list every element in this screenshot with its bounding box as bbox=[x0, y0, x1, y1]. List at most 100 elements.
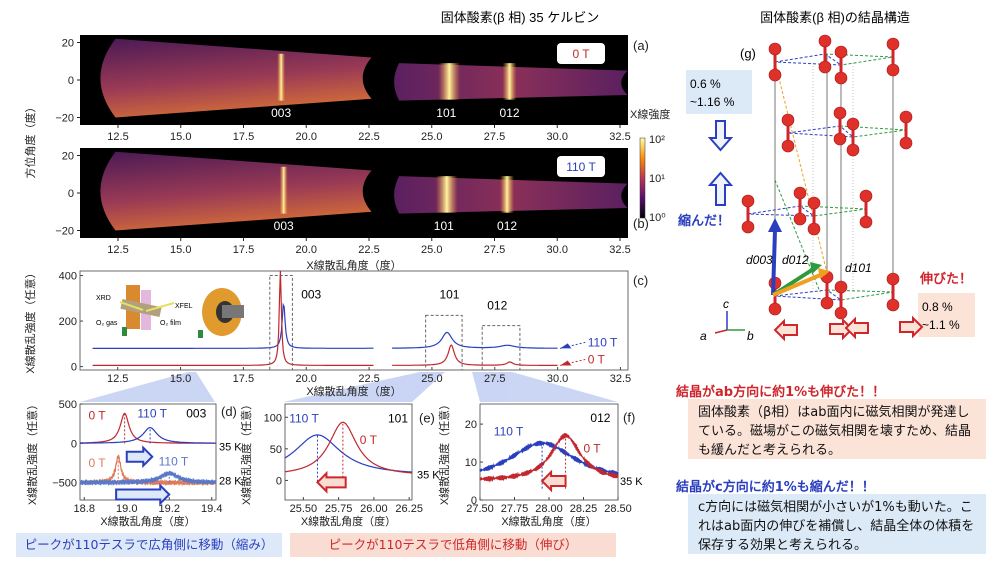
peak-label-101: 101 bbox=[434, 219, 454, 233]
x-axis-label: X線散乱角度（度） bbox=[501, 514, 596, 528]
x-tick-label: 30.0 bbox=[547, 131, 568, 143]
colorbar-tick: 10² bbox=[649, 134, 665, 146]
expand-arrow bbox=[829, 317, 854, 341]
vector-d012-head bbox=[810, 262, 822, 274]
x-tick-label: 20.0 bbox=[296, 244, 317, 256]
compress-arrow-down bbox=[707, 120, 734, 152]
oxygen-atom bbox=[768, 68, 782, 82]
colorbar: X線強度 10² 10¹ 10⁰ bbox=[630, 107, 670, 224]
x-tick-label: 22.5 bbox=[358, 244, 379, 256]
x-tick-label: 28.25 bbox=[570, 503, 598, 515]
x-tick-label: 27.5 bbox=[484, 373, 505, 385]
x-tick-label: 27.5 bbox=[484, 131, 505, 143]
legend-label: 110 T bbox=[588, 335, 618, 349]
o2-molecule bbox=[793, 186, 807, 226]
series-110T bbox=[284, 434, 413, 473]
peak-label-003: 003 bbox=[271, 106, 291, 120]
wedge-003 bbox=[80, 372, 215, 402]
x-tick-label: 32.5 bbox=[610, 373, 631, 385]
vector-d101-head bbox=[818, 268, 830, 279]
oxygen-atom bbox=[886, 37, 900, 51]
colorbar-label: X線強度 bbox=[630, 107, 670, 121]
o2-molecule bbox=[768, 42, 782, 82]
o2-molecule bbox=[886, 272, 900, 312]
temp-label-28K: 28 K bbox=[219, 475, 242, 487]
chart-e: 25.50 25.75 26.00 26.25 100 50 0 X線散乱角度（度） X線散乱強… bbox=[239, 399, 440, 528]
shift-arrow-28K bbox=[115, 483, 171, 506]
x-tick-label: 19.0 bbox=[116, 503, 137, 515]
zoom-box-003 bbox=[269, 275, 293, 371]
x-tick-label: 20.0 bbox=[296, 373, 317, 385]
lattice-plane-blue bbox=[747, 205, 816, 217]
peak-label-012: 012 bbox=[497, 219, 517, 233]
chart-d: 18.8 19.0 19.2 19.4 500 0 −500 X線散乱角度（度） X線散乱強度（… bbox=[25, 399, 242, 528]
heatmap-region-low-angle bbox=[100, 151, 372, 231]
peak-label-012: 012 bbox=[487, 299, 507, 313]
lattice-plane-blue bbox=[787, 125, 855, 138]
oxygen-atom bbox=[793, 186, 807, 200]
oxygen-atom bbox=[741, 194, 755, 208]
series-0T bbox=[92, 270, 558, 366]
chart-f: 27.50 27.75 28.00 28.25 28.50 20 10 0 X線散乱角度（度） X… bbox=[437, 399, 643, 528]
expand-arrow bbox=[899, 315, 924, 339]
stretch-box bbox=[918, 293, 975, 337]
x-tick-label: 27.50 bbox=[466, 503, 494, 515]
y-axis-label: X線散乱強度（任意） bbox=[239, 399, 253, 505]
x-tick-label: 17.5 bbox=[233, 244, 254, 256]
banner-red: ピークが110テスラで低角側に移動（伸び） bbox=[290, 533, 616, 557]
x-tick-label: 15.0 bbox=[170, 244, 191, 256]
panel-label: (a) bbox=[633, 38, 649, 53]
oxygen-atom bbox=[781, 139, 795, 153]
legend-110T-35K: 110 T bbox=[137, 406, 167, 420]
x-tick-label: 15.0 bbox=[170, 373, 191, 385]
o2-molecule bbox=[886, 37, 900, 77]
vector-d101 bbox=[772, 271, 826, 297]
peak-label-012: 012 bbox=[500, 106, 520, 120]
heatmap-panel-b: 003 101 012 110 T (b) 12.5 15.0 17.5 20.0 22.5 25.… bbox=[55, 148, 649, 256]
inset-label-xfel: XFEL bbox=[175, 303, 193, 310]
right-title: 固体酸素(β 相)の結晶構造 bbox=[760, 10, 910, 25]
lattice-plane-blue bbox=[774, 289, 843, 301]
shrink-box bbox=[686, 70, 752, 114]
plot-frame bbox=[284, 403, 413, 501]
heatmap-region-low-angle bbox=[100, 38, 372, 118]
o2-molecule bbox=[834, 280, 848, 320]
diffraction-band-012 bbox=[502, 63, 517, 100]
oxygen-atom bbox=[807, 222, 821, 236]
o2-molecule bbox=[818, 34, 832, 74]
vector-d003 bbox=[771, 229, 777, 296]
inset-label-xrd: XRD bbox=[96, 295, 111, 302]
y-tick-label: 0 bbox=[68, 188, 74, 200]
temp-label: 35 K bbox=[417, 470, 440, 482]
y-tick-label: −500 bbox=[52, 478, 77, 490]
y-tick-label: 20 bbox=[465, 419, 477, 431]
stretch-value-1: 0.8 % bbox=[922, 300, 953, 314]
lattice-plane-green bbox=[824, 53, 894, 66]
field-badge bbox=[557, 43, 605, 64]
x-tick-label: 12.5 bbox=[107, 131, 128, 143]
x-tick-label: 22.5 bbox=[358, 373, 379, 385]
legend-110T: 110 T bbox=[494, 424, 524, 438]
y-tick-label: 0 bbox=[71, 438, 77, 450]
y-tick-label: 500 bbox=[59, 399, 77, 411]
panel-label: (f) bbox=[623, 410, 635, 425]
y-tick-label: 20 bbox=[62, 38, 74, 50]
panel-label: (e) bbox=[419, 410, 435, 425]
series-110T bbox=[92, 302, 558, 349]
label-d003: d003 bbox=[746, 253, 773, 267]
axis-label-a: a bbox=[700, 329, 707, 343]
oxygen-atom bbox=[834, 71, 848, 85]
oxygen-atom bbox=[859, 215, 873, 229]
oxygen-atom bbox=[899, 136, 913, 150]
oxygen-atom bbox=[846, 117, 860, 131]
stretch-label: 伸びた！ bbox=[919, 271, 972, 286]
oxygen-atom bbox=[886, 298, 900, 312]
sample-tube bbox=[120, 298, 162, 318]
axis-label-b: b bbox=[747, 329, 754, 343]
panel-label: (b) bbox=[633, 216, 649, 231]
y-tick-label: 50 bbox=[270, 444, 282, 456]
legend-110T: 110 T bbox=[289, 411, 319, 425]
axis-label-c: c bbox=[723, 297, 729, 311]
inset-label-gas: O₂ gas bbox=[96, 320, 118, 327]
support bbox=[122, 327, 127, 336]
